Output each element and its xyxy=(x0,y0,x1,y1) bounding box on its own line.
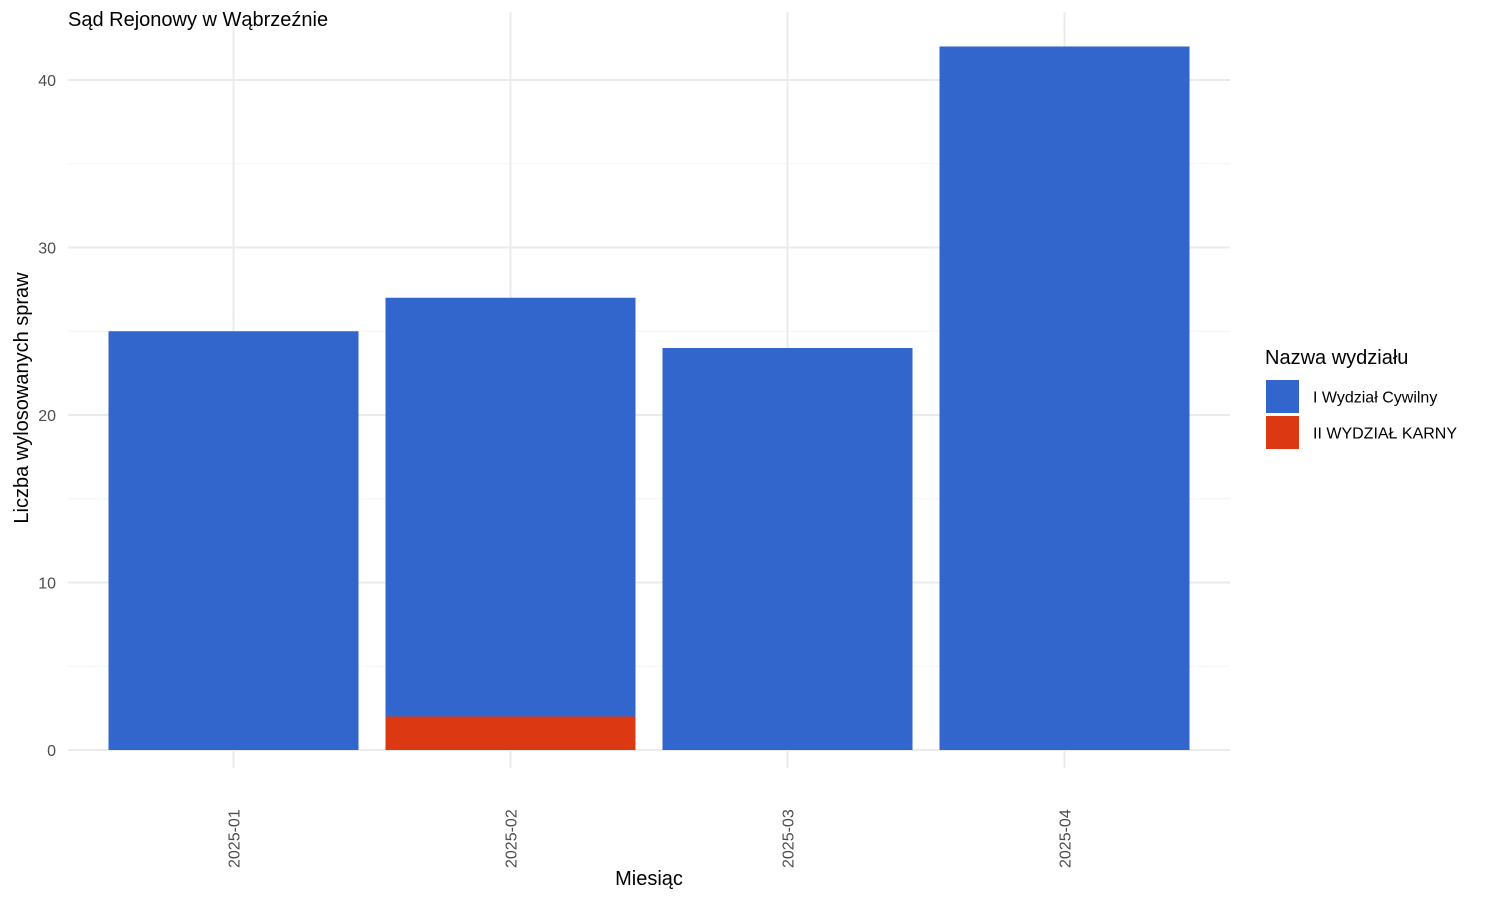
chart-title: Sąd Rejonowy w Wąbrzeźnie xyxy=(68,9,328,31)
x-tick-label: 2025-04 xyxy=(1058,809,1075,868)
bars: I Wydział Cywilny 2025-01: 25 II WYDZIAŁ … xyxy=(108,46,1190,750)
y-tick-label: 20 xyxy=(38,408,56,425)
legend-title: Nazwa wydziału xyxy=(1265,347,1408,369)
bar: I Wydział Cywilny 2025-04: 42 xyxy=(939,46,1190,750)
y-axis-title: Liczba wylosowanych spraw xyxy=(11,272,33,524)
legend: Nazwa wydziału I Wydział Cywilny II WYDZI… xyxy=(1265,347,1457,449)
y-tick-label: 10 xyxy=(38,576,56,593)
bar: I Wydział Cywilny 2025-01: 25 xyxy=(108,331,359,750)
x-axis-ticks: 2025-01 2025-02 2025-03 2025-04 xyxy=(227,809,1075,868)
bar: II WYDZIAŁ KARNY 2025-02: 2 xyxy=(385,716,636,750)
x-tick-label: 2025-03 xyxy=(781,809,798,868)
legend-label: I Wydział Cywilny xyxy=(1313,390,1437,407)
legend-key xyxy=(1266,380,1299,413)
y-tick-label: 0 xyxy=(47,743,56,760)
bar: I Wydział Cywilny 2025-03: 24 xyxy=(662,348,913,750)
x-axis-title: Miesiąc xyxy=(615,868,683,890)
legend-label: II WYDZIAŁ KARNY xyxy=(1313,426,1457,443)
y-tick-label: 40 xyxy=(38,73,56,90)
x-tick-label: 2025-01 xyxy=(227,809,244,868)
legend-items: I Wydział Cywilny II WYDZIAŁ KARNY xyxy=(1266,380,1457,449)
x-tick-label: 2025-02 xyxy=(504,809,521,868)
bar: I Wydział Cywilny 2025-02: 25 xyxy=(385,297,636,717)
y-tick-label: 30 xyxy=(38,241,56,258)
y-axis-ticks: 0 10 20 30 40 xyxy=(38,73,56,760)
legend-key xyxy=(1266,416,1299,449)
